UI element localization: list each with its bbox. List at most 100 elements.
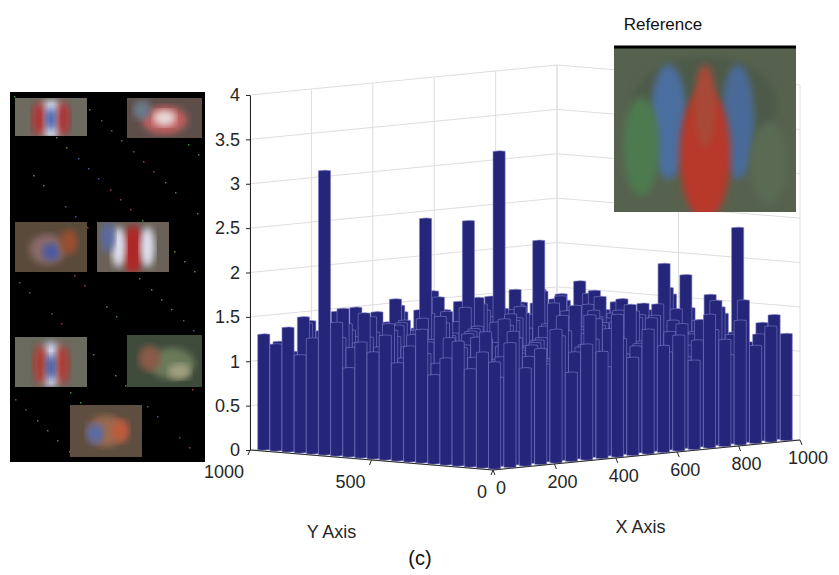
panel-background [10, 92, 205, 462]
grid-line [493, 85, 800, 470]
noise-dot [139, 278, 141, 280]
tick-mark [246, 361, 250, 362]
bar [581, 344, 593, 460]
bar [734, 320, 746, 445]
tick-mark [246, 406, 250, 407]
x-axis-title: X Axis [615, 517, 665, 537]
bar [657, 345, 669, 453]
noise-dot [133, 151, 135, 153]
bar [306, 338, 318, 454]
tick-mark [246, 228, 250, 229]
noise-dot [93, 354, 95, 356]
noise-dot [84, 285, 86, 287]
image-blob [42, 243, 59, 261]
bar [318, 170, 330, 455]
thumbnail-panel [10, 92, 205, 462]
noise-dot [179, 437, 181, 439]
noise-dot [98, 178, 100, 180]
tick: 2 [230, 263, 250, 283]
bar [258, 334, 270, 450]
tick-label: 1.5 [215, 307, 240, 327]
noise-dot [111, 130, 113, 132]
noise-dot [51, 313, 53, 315]
noise-dot [184, 261, 186, 263]
noise-dot [15, 399, 17, 401]
tick-label: 1000 [204, 462, 244, 482]
noise-dot [183, 320, 185, 322]
noise-dot [110, 189, 112, 191]
tick-label: 400 [609, 466, 639, 486]
image-blob [33, 345, 47, 385]
image-background [70, 405, 142, 457]
bar [750, 345, 762, 444]
image-background [15, 337, 87, 387]
image-background [15, 222, 87, 272]
tick-label: 2 [230, 263, 240, 283]
tick-mark [370, 460, 372, 465]
tick-label: 0 [477, 482, 487, 502]
tick: 0 [230, 440, 250, 460]
noise-dot [47, 430, 49, 432]
tick-label: 500 [335, 472, 365, 492]
thumbnail [70, 405, 142, 457]
tick-label: 3 [230, 174, 240, 194]
y-axis: 0 500 1000 [204, 450, 493, 502]
bar [642, 329, 654, 454]
image-blob [138, 345, 161, 371]
bar [282, 327, 294, 452]
bar [719, 339, 731, 447]
y-axis-title: Y Axis [307, 522, 357, 542]
noise-dot [194, 271, 196, 273]
noise-dot [29, 292, 31, 294]
bar [367, 352, 379, 460]
image-background [127, 98, 202, 138]
bar [464, 369, 476, 468]
caption: (c) [408, 547, 431, 569]
image-blob [101, 222, 115, 252]
noise-dot [14, 96, 16, 98]
noise-dot [87, 227, 89, 229]
grid [250, 65, 800, 470]
thumbnail [15, 98, 87, 136]
bar [489, 362, 501, 470]
tick-mark [246, 273, 250, 274]
tick: 1 [230, 352, 250, 372]
image-blob [623, 97, 659, 195]
noise-dot [120, 199, 122, 201]
tick-label: 1000 [788, 448, 828, 468]
tick-label: 1 [230, 352, 240, 372]
noise-dot [171, 309, 173, 311]
inset-border [614, 46, 796, 49]
thumbnail [15, 222, 87, 272]
noise-dot [151, 289, 153, 291]
bar [270, 344, 282, 452]
reference-image [614, 48, 796, 212]
noise-dot [161, 299, 163, 301]
tick-mark [246, 317, 250, 318]
noise-dot [193, 330, 195, 332]
image-blob [123, 225, 143, 273]
tick-mark [800, 440, 802, 445]
z-axis: 00.511.522.533.54 [215, 85, 251, 460]
tick: 2.5 [215, 218, 250, 238]
tick-label: 0 [496, 478, 506, 498]
y-axis-line [250, 450, 493, 470]
bar [565, 372, 577, 462]
bar [379, 335, 391, 460]
tick-label: 200 [547, 472, 577, 492]
tick-mark [739, 446, 741, 451]
bar [627, 357, 639, 456]
grid-line [250, 95, 493, 470]
tick-mark [616, 458, 618, 463]
bar [535, 348, 547, 464]
image-blob [55, 345, 69, 385]
bar [688, 360, 700, 450]
figure: 00.511.522.533.5402004006008001000050010… [0, 0, 839, 575]
noise-dot [147, 406, 149, 408]
image-blob [56, 102, 70, 136]
grid-line [250, 243, 800, 273]
bar [780, 333, 792, 441]
image-blob [45, 108, 57, 131]
noise-dot [65, 206, 67, 208]
image-blob [168, 364, 191, 380]
